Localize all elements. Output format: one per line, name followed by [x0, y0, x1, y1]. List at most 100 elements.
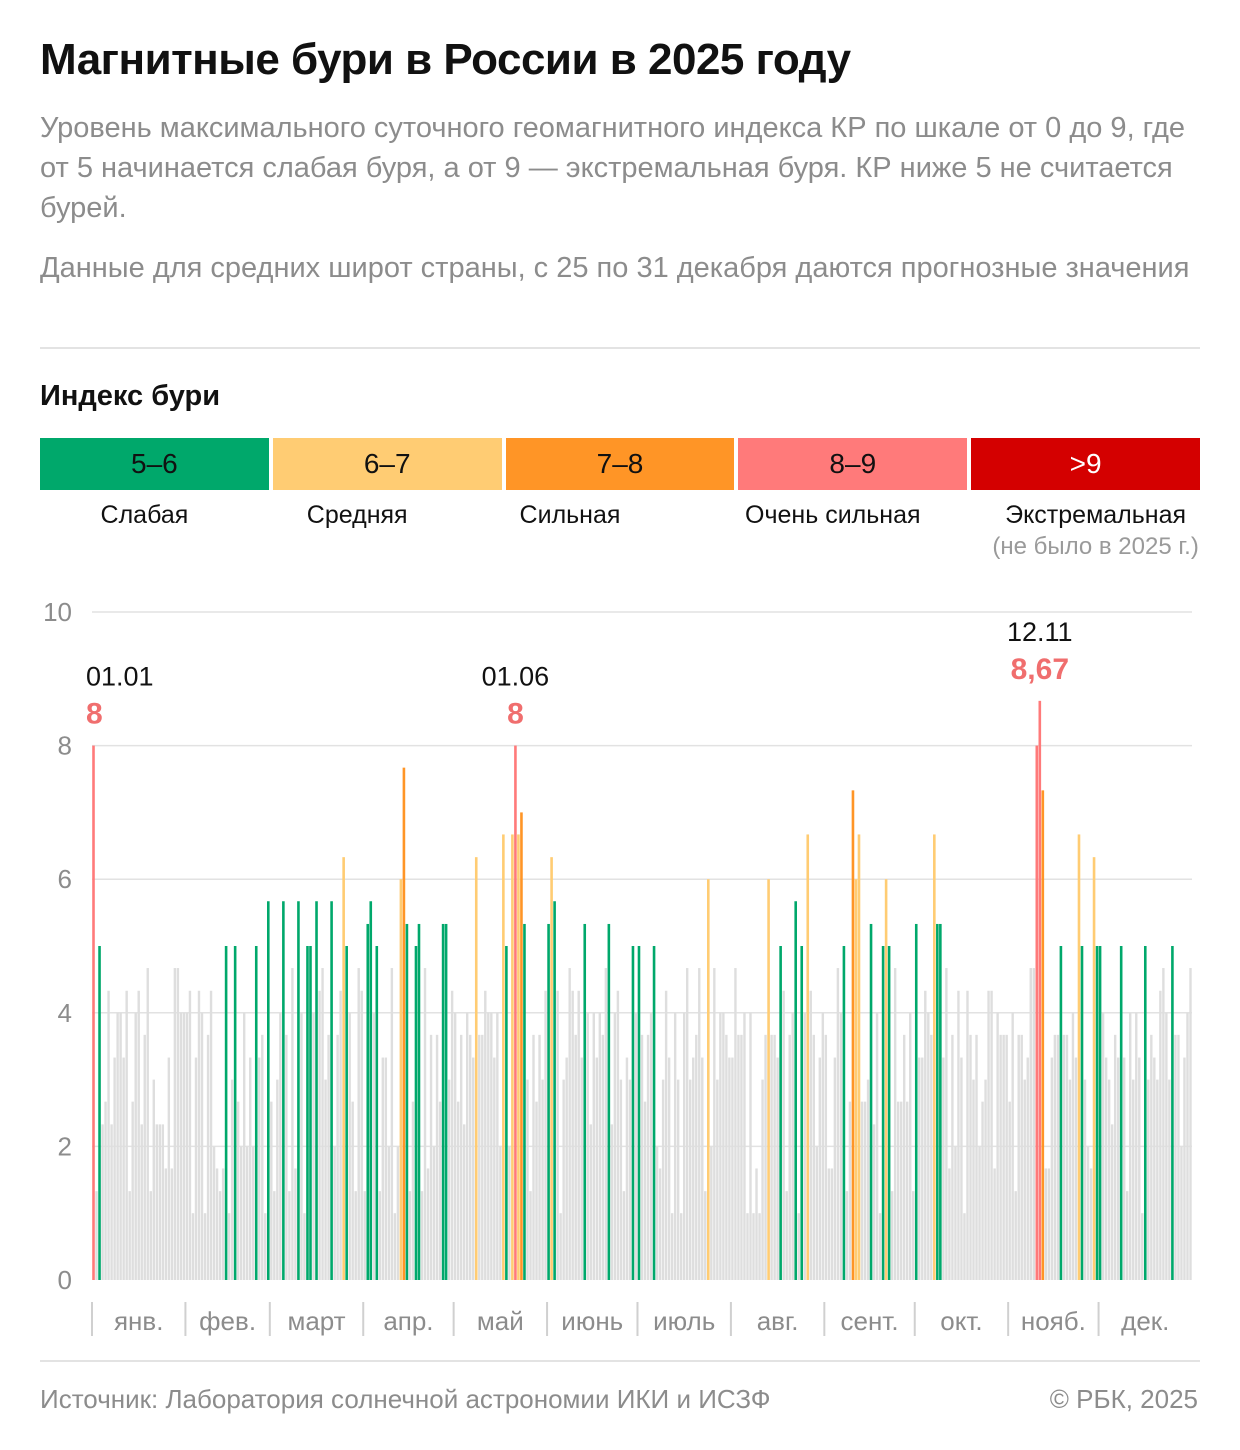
bar-storm-day — [342, 857, 345, 1280]
top-divider — [40, 347, 1200, 349]
bar-calm-day — [749, 1012, 752, 1280]
bar-calm-day — [541, 1079, 544, 1280]
bar-storm-day — [583, 923, 587, 1280]
bar-storm-day — [511, 834, 514, 1280]
bar-calm-day — [863, 1101, 867, 1280]
bar-calm-day — [1071, 1012, 1075, 1280]
bar-calm-day — [426, 1168, 430, 1280]
bar-calm-day — [236, 1101, 240, 1280]
legend-label-text: Очень сильная — [745, 501, 921, 529]
bar-calm-day — [1126, 1191, 1129, 1280]
bar-calm-day — [827, 1168, 831, 1280]
bar-storm-day — [267, 901, 270, 1280]
bar-calm-day — [351, 1101, 354, 1280]
bar-calm-day — [1083, 1079, 1087, 1280]
bar-calm-day — [791, 1012, 794, 1280]
bar-storm-day — [842, 946, 846, 1280]
bar-storm-day — [474, 857, 478, 1280]
legend-range: 6–7 — [363, 448, 411, 479]
bar-calm-day — [179, 1012, 183, 1280]
bar-calm-day — [188, 990, 192, 1280]
bar-calm-day — [469, 1034, 472, 1280]
bar-calm-day — [809, 990, 812, 1280]
bar-calm-day — [218, 1191, 222, 1280]
bar-calm-day — [1180, 1146, 1183, 1280]
bar-storm-day — [800, 946, 804, 1280]
legend-label-weak: Слабая — [40, 500, 249, 562]
bar-calm-day — [279, 1012, 282, 1280]
bar-storm-day — [520, 812, 523, 1280]
bar-calm-day — [692, 1057, 695, 1280]
bar-calm-day — [899, 1101, 903, 1280]
storm-chart: 0 2 4 6 8 10 янв. фев. март апр. май июнь июль авг. се… — [43, 597, 1192, 1336]
bar-calm-day — [1150, 1034, 1153, 1280]
bar-calm-day — [1183, 1057, 1186, 1280]
annotation-date: 12.11 — [1007, 617, 1073, 647]
bar-calm-day — [384, 1057, 388, 1280]
bar-calm-day — [381, 1057, 385, 1280]
legend-label-text: Средняя — [306, 501, 408, 529]
bar-calm-day — [942, 1057, 945, 1280]
bar-calm-day — [227, 1213, 231, 1280]
month-label: май — [477, 1306, 524, 1336]
bar-calm-day — [667, 1057, 671, 1280]
bar-calm-day — [134, 1012, 137, 1280]
legend-cell-weak: 5–6 — [40, 438, 269, 490]
bar-calm-day — [339, 990, 342, 1280]
bar-storm-day — [402, 767, 406, 1280]
bar-calm-day — [686, 968, 689, 1280]
bar-calm-day — [906, 1101, 909, 1280]
bar-calm-day — [909, 1012, 912, 1280]
bar-calm-day — [646, 1034, 650, 1280]
bar-storm-day — [282, 901, 285, 1280]
bar-calm-day — [529, 1191, 532, 1280]
bar-calm-day — [556, 990, 559, 1280]
month-label: сент. — [840, 1306, 898, 1336]
bar-calm-day — [104, 1101, 107, 1280]
legend-cell-very-strong: 8–9 — [738, 438, 968, 490]
bar-calm-day — [1005, 1034, 1008, 1280]
legend-scale: 5–6 6–7 7–8 8–9 >9 — [40, 438, 1200, 490]
bar-storm-day — [1092, 857, 1096, 1280]
bar-calm-day — [1122, 1057, 1126, 1280]
bar-calm-day — [125, 990, 128, 1280]
bar-calm-day — [893, 968, 897, 1280]
bar-calm-day — [393, 1213, 397, 1280]
bar-calm-day — [604, 968, 608, 1280]
bar-calm-day — [773, 1034, 776, 1280]
month-label: июнь — [561, 1306, 623, 1336]
bar-calm-day — [149, 1191, 152, 1280]
bar-calm-day — [812, 1034, 815, 1280]
bar-calm-day — [918, 1057, 921, 1280]
legend-cell-strong: 7–8 — [505, 438, 735, 490]
bar-storm-day — [1080, 946, 1084, 1280]
bar-calm-day — [131, 1101, 134, 1280]
bar-calm-day — [1053, 1034, 1057, 1280]
data-note: Данные для средних широт страны, с 25 по… — [40, 252, 1190, 284]
month-label: янв. — [114, 1306, 163, 1336]
bar-calm-day — [568, 968, 571, 1280]
bar-calm-day — [661, 1079, 665, 1280]
bar-storm-day — [637, 946, 641, 1280]
bar-calm-day — [1026, 1057, 1029, 1280]
bar-calm-day — [209, 990, 213, 1280]
bar-storm-day — [444, 923, 448, 1280]
bar-calm-day — [866, 1079, 870, 1280]
bar-calm-day — [930, 1034, 933, 1280]
bar-calm-day — [158, 1124, 162, 1280]
bar-storm-day — [366, 923, 370, 1280]
bar-storm-day — [652, 946, 656, 1280]
bar-calm-day — [921, 1057, 924, 1280]
bar-calm-day — [490, 1012, 493, 1280]
bar-storm-day — [345, 946, 348, 1280]
annotation-value: 8 — [507, 698, 524, 731]
bar-calm-day — [613, 1012, 617, 1280]
bar-calm-day — [993, 1168, 996, 1280]
bar-storm-day — [375, 946, 379, 1280]
legend-label-text: Сильная — [519, 501, 621, 529]
bar-calm-day — [559, 1213, 562, 1280]
bar-calm-day — [664, 990, 668, 1280]
bar-calm-day — [574, 1034, 577, 1280]
bar-storm-day — [441, 923, 445, 1280]
legend-label-extreme: Экстремальная (не было в 2025 г.) — [991, 500, 1200, 562]
